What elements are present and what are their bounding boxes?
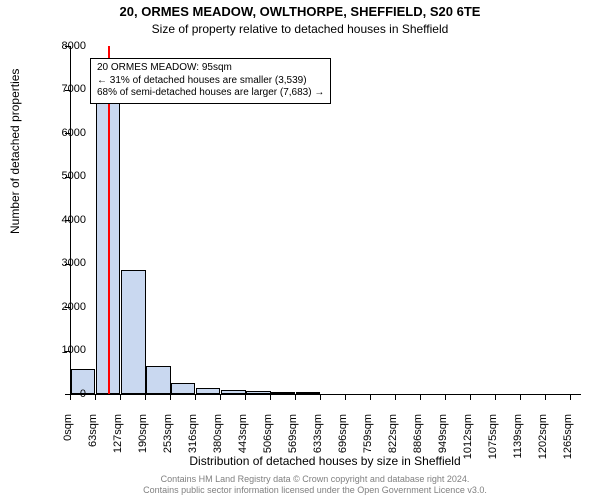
x-tick-label: 190sqm: [137, 414, 149, 474]
annotation-line-3: 68% of semi-detached houses are larger (…: [97, 87, 324, 100]
y-tick-label: 4000: [36, 214, 86, 226]
y-tick-mark: [65, 307, 70, 308]
x-tick-mark: [120, 395, 121, 400]
histogram-bar: [246, 391, 270, 394]
y-tick-label: 2000: [36, 301, 86, 313]
histogram-bar: [171, 383, 195, 394]
x-tick-mark: [95, 395, 96, 400]
x-tick-mark: [195, 395, 196, 400]
x-tick-label: 1012sqm: [462, 414, 474, 474]
y-tick-mark: [65, 177, 70, 178]
y-tick-label: 8000: [36, 40, 86, 52]
x-tick-mark: [495, 395, 496, 400]
y-tick-label: 6000: [36, 127, 86, 139]
chart-title-sub: Size of property relative to detached ho…: [0, 22, 600, 36]
y-tick-label: 5000: [36, 170, 86, 182]
x-tick-mark: [270, 395, 271, 400]
annotation-box: 20 ORMES MEADOW: 95sqm ← 31% of detached…: [90, 58, 331, 104]
x-tick-label: 506sqm: [262, 414, 274, 474]
x-tick-label: 443sqm: [237, 414, 249, 474]
x-tick-mark: [170, 395, 171, 400]
y-tick-mark: [65, 220, 70, 221]
copyright-line-2: Contains public sector information licen…: [40, 485, 590, 496]
x-tick-label: 380sqm: [212, 414, 224, 474]
x-tick-mark: [145, 395, 146, 400]
x-tick-mark: [70, 395, 71, 400]
x-tick-label: 63sqm: [87, 414, 99, 474]
copyright-line-1: Contains HM Land Registry data © Crown c…: [40, 474, 590, 485]
x-tick-mark: [320, 395, 321, 400]
y-tick-mark: [65, 351, 70, 352]
y-axis-label: Number of detached properties: [8, 204, 22, 234]
x-tick-mark: [445, 395, 446, 400]
annotation-line-2: ← 31% of detached houses are smaller (3,…: [97, 75, 324, 88]
x-tick-mark: [470, 395, 471, 400]
x-tick-label: 633sqm: [312, 414, 324, 474]
chart-title-main: 20, ORMES MEADOW, OWLTHORPE, SHEFFIELD, …: [0, 4, 600, 19]
x-tick-mark: [570, 395, 571, 400]
x-tick-label: 316sqm: [187, 414, 199, 474]
x-tick-label: 759sqm: [362, 414, 374, 474]
y-tick-label: 0: [36, 388, 86, 400]
histogram-bar: [221, 390, 245, 394]
y-tick-mark: [65, 133, 70, 134]
annotation-line-1: 20 ORMES MEADOW: 95sqm: [97, 62, 324, 75]
y-tick-mark: [65, 90, 70, 91]
histogram-bar: [271, 392, 295, 394]
x-tick-label: 569sqm: [287, 414, 299, 474]
x-tick-mark: [295, 395, 296, 400]
y-tick-label: 3000: [36, 257, 86, 269]
x-tick-label: 0sqm: [62, 414, 74, 474]
y-tick-label: 1000: [36, 344, 86, 356]
x-tick-mark: [245, 395, 246, 400]
x-tick-label: 127sqm: [112, 414, 124, 474]
x-tick-label: 949sqm: [437, 414, 449, 474]
x-tick-label: 253sqm: [162, 414, 174, 474]
x-tick-mark: [420, 395, 421, 400]
copyright-notice: Contains HM Land Registry data © Crown c…: [40, 474, 590, 496]
histogram-bar: [296, 392, 320, 394]
x-tick-label: 696sqm: [337, 414, 349, 474]
x-tick-label: 1075sqm: [487, 414, 499, 474]
x-tick-label: 1139sqm: [512, 414, 524, 474]
x-tick-mark: [370, 395, 371, 400]
x-tick-mark: [545, 395, 546, 400]
x-tick-label: 1202sqm: [537, 414, 549, 474]
x-tick-label: 1265sqm: [562, 414, 574, 474]
x-tick-mark: [395, 395, 396, 400]
y-tick-mark: [65, 264, 70, 265]
y-tick-label: 7000: [36, 83, 86, 95]
x-tick-mark: [520, 395, 521, 400]
x-tick-label: 822sqm: [387, 414, 399, 474]
x-tick-mark: [220, 395, 221, 400]
x-tick-mark: [345, 395, 346, 400]
histogram-bar: [146, 366, 170, 394]
x-tick-label: 886sqm: [412, 414, 424, 474]
histogram-bar: [196, 388, 220, 394]
y-tick-mark: [65, 46, 70, 47]
histogram-bar: [121, 270, 145, 394]
